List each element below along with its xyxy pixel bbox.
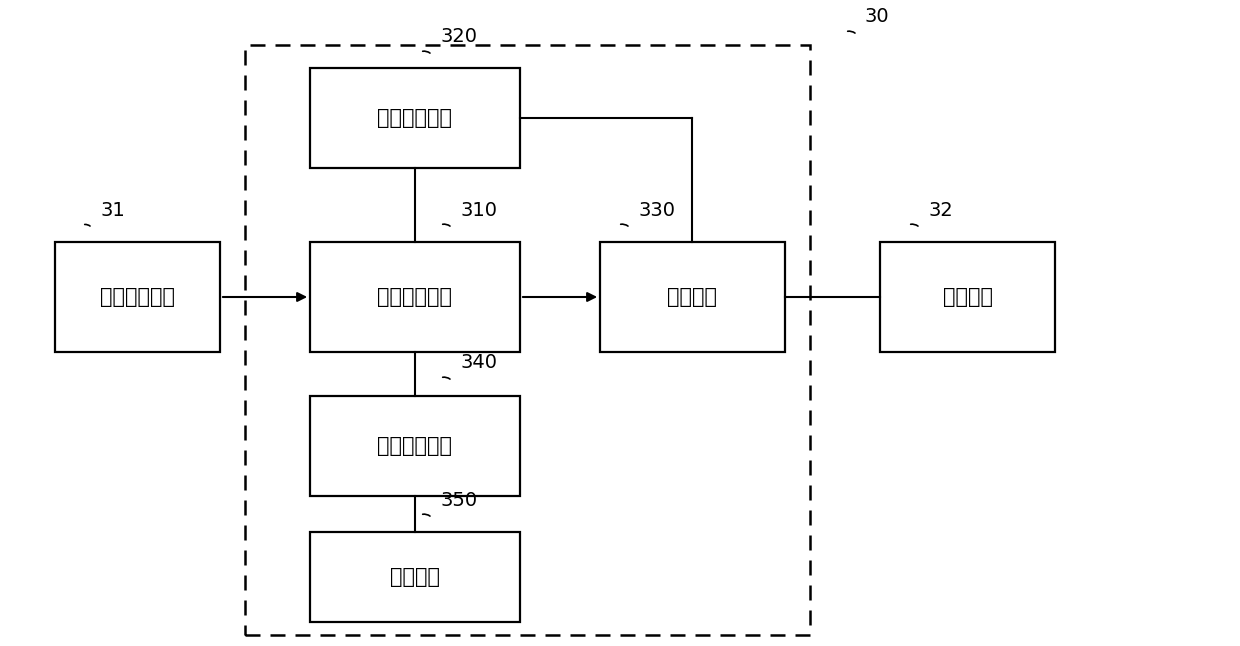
Text: 射频前端模块: 射频前端模块	[100, 287, 175, 307]
Text: 310: 310	[460, 200, 497, 220]
Text: 信号传输模块: 信号传输模块	[377, 287, 453, 307]
Text: 可变电容: 可变电容	[942, 287, 992, 307]
Text: 32: 32	[928, 200, 952, 220]
Bar	[600, 242, 785, 352]
Text: 320: 320	[440, 28, 477, 47]
Text: 电源管理模块: 电源管理模块	[377, 108, 453, 128]
Bar	[310, 396, 520, 496]
Text: 340: 340	[460, 353, 497, 373]
Text: 电压采集模块: 电压采集模块	[377, 436, 453, 456]
Bar	[55, 242, 219, 352]
Bar	[880, 242, 1055, 352]
Text: 330: 330	[639, 200, 675, 220]
Bar	[310, 242, 520, 352]
Text: 350: 350	[440, 490, 477, 510]
Text: 控制模块: 控制模块	[667, 287, 718, 307]
Bar	[310, 68, 520, 168]
Text: 31: 31	[100, 200, 125, 220]
Bar	[310, 532, 520, 622]
Bar	[246, 45, 810, 635]
Text: 30: 30	[866, 8, 889, 26]
Text: 复位模块: 复位模块	[391, 567, 440, 587]
